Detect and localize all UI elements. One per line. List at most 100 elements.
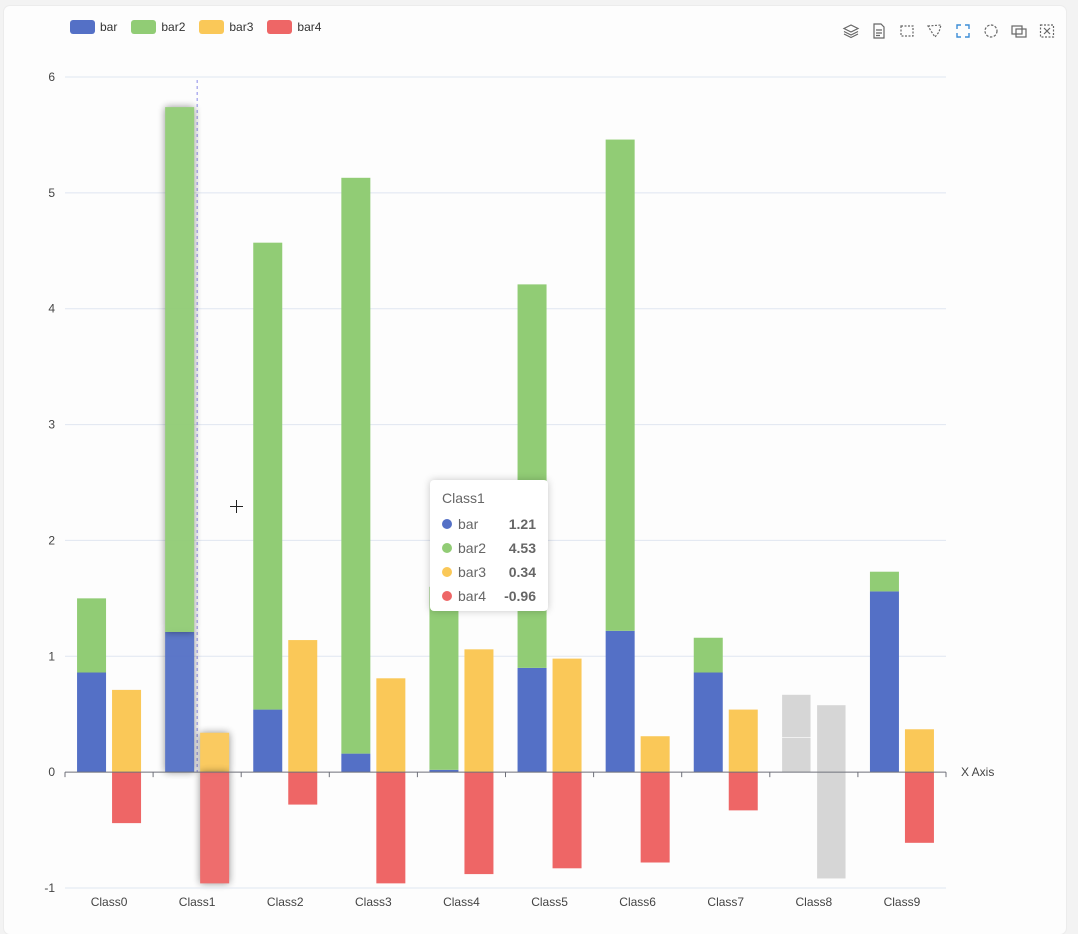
x-tick-label: Class7 <box>707 895 744 909</box>
bar-bar4-Class4 <box>464 772 494 875</box>
x-tick-label: Class2 <box>267 895 304 909</box>
magic-type-icon[interactable] <box>1010 22 1028 40</box>
tooltip-title: Class1 <box>442 490 485 506</box>
legend-swatch <box>131 20 157 34</box>
bar-bar2-Class7 <box>693 637 723 673</box>
keep-select-icon[interactable] <box>954 22 972 40</box>
bar-bar4-Class9 <box>904 772 934 843</box>
bar-bar-Class0 <box>77 672 107 773</box>
bar-bar3-Class0 <box>112 689 142 773</box>
x-tick-label: Class6 <box>619 895 656 909</box>
legend-item-bar[interactable]: bar <box>70 20 117 34</box>
tooltip-row: bar4 -0.96 <box>442 584 536 608</box>
legend-item-bar4[interactable]: bar4 <box>267 20 321 34</box>
legend-label: bar2 <box>161 20 186 34</box>
y-tick-label: 1 <box>48 649 55 663</box>
bar-bar3-Class6 <box>640 736 670 773</box>
clear-select-icon[interactable] <box>982 22 1000 40</box>
bar-bar-Class7 <box>693 672 723 773</box>
x-axis-name: X Axis <box>961 765 994 779</box>
bar-bar3-Class5 <box>552 658 582 773</box>
bar-bar2-Class8 <box>781 694 812 738</box>
legend-label: bar4 <box>297 20 322 34</box>
bar-bar-Class9 <box>869 591 899 773</box>
bar-bar3-Class1 <box>200 732 230 773</box>
bar-bar3-Class8 <box>816 704 847 773</box>
tooltip-value: -0.96 <box>504 588 536 604</box>
tooltip-row: bar 1.21 <box>442 512 536 536</box>
legend-label: bar <box>100 20 118 34</box>
bar-bar4-Class8 <box>816 771 847 879</box>
legend-swatch <box>267 20 293 34</box>
x-tick-label: Class5 <box>531 895 568 909</box>
legend-swatch <box>199 20 225 34</box>
tooltip-series-name: bar <box>458 516 479 532</box>
bar-bar3-Class9 <box>904 729 934 773</box>
toolbox <box>842 22 1056 40</box>
stack-icon[interactable] <box>842 22 860 40</box>
x-tick-label: Class3 <box>355 895 392 909</box>
data-view-icon[interactable] <box>870 22 888 40</box>
tooltip-value: 4.53 <box>508 540 536 556</box>
legend-swatch <box>70 20 95 34</box>
bar-bar-Class5 <box>517 667 547 773</box>
bar-bar3-Class2 <box>288 640 318 773</box>
y-tick-label: 0 <box>48 765 55 779</box>
bar-bar-Class1 <box>165 631 195 773</box>
x-tick-label: Class4 <box>443 895 480 909</box>
y-tick-label: 6 <box>48 70 55 84</box>
y-tick-label: 3 <box>48 418 55 432</box>
rect-select-icon[interactable] <box>898 22 916 40</box>
polygon-select-icon[interactable] <box>926 22 944 40</box>
legend: bar bar2 bar3 bar4 <box>70 20 321 34</box>
bar-bar2-Class3 <box>341 177 371 754</box>
tooltip: Class1 bar 1.21 bar2 4.53 bar3 0.34 bar4… <box>430 480 548 611</box>
legend-item-bar2[interactable]: bar2 <box>131 20 185 34</box>
bar-bar2-Class4 <box>429 586 459 770</box>
bar-bar4-Class7 <box>728 772 758 811</box>
bar-bar2-Class6 <box>605 139 635 631</box>
bar-bar4-Class0 <box>112 772 142 824</box>
x-tick-label: Class8 <box>796 895 833 909</box>
tooltip-series-name: bar2 <box>458 540 487 556</box>
tooltip-dot <box>442 519 452 529</box>
bar-bar2-Class9 <box>869 571 899 592</box>
tooltip-value: 1.21 <box>508 516 536 532</box>
bar-bar4-Class6 <box>640 772 670 863</box>
tooltip-row: bar2 4.53 <box>442 536 536 560</box>
bar-bar4-Class2 <box>288 772 318 805</box>
x-tick-label: Class1 <box>179 895 216 909</box>
tooltip-series-name: bar4 <box>458 588 487 604</box>
bar-bar2-Class2 <box>253 242 283 710</box>
bar-bar3-Class7 <box>728 709 758 773</box>
bar-bar-Class8 <box>781 737 812 773</box>
bar-bar3-Class3 <box>376 678 406 773</box>
tooltip-row: bar3 0.34 <box>442 560 536 584</box>
legend-item-bar3[interactable]: bar3 <box>199 20 253 34</box>
y-tick-label: 4 <box>48 302 55 316</box>
bar-bar2-Class1 <box>165 107 195 632</box>
tooltip-dot <box>442 591 452 601</box>
x-tick-label: Class0 <box>91 895 128 909</box>
bar-bar3-Class4 <box>464 649 494 773</box>
bar-bar-Class3 <box>341 753 371 773</box>
bar-bar4-Class3 <box>376 772 406 884</box>
bar-bar-Class2 <box>253 709 283 773</box>
x-tick-label: Class9 <box>884 895 921 909</box>
bar-bar2-Class0 <box>77 598 107 673</box>
crosshair-cursor-icon <box>230 500 243 513</box>
y-tick-label: 2 <box>48 533 55 547</box>
tooltip-dot <box>442 567 452 577</box>
reset-icon[interactable] <box>1038 22 1056 40</box>
bar-bar-Class6 <box>605 630 635 773</box>
tooltip-series-name: bar3 <box>458 564 487 580</box>
bar-bar4-Class5 <box>552 772 582 869</box>
tooltip-dot <box>442 543 452 553</box>
y-tick-label: 5 <box>48 186 55 200</box>
bar-bar4-Class1 <box>200 772 230 884</box>
tooltip-value: 0.34 <box>508 564 536 580</box>
legend-label: bar3 <box>229 20 254 34</box>
y-tick-label: -1 <box>44 881 55 895</box>
bar-bar-Class4 <box>429 769 459 773</box>
